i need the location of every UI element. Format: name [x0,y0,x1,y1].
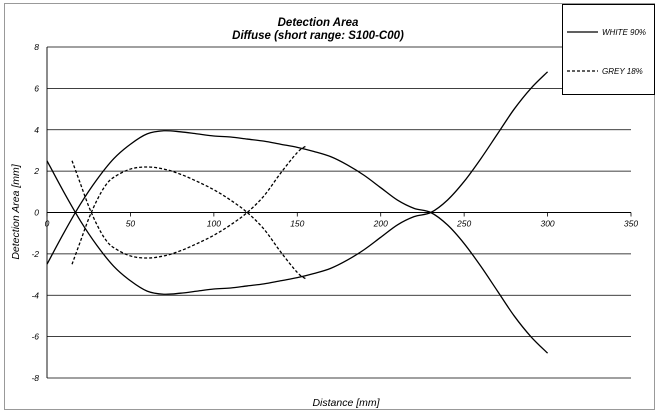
series-0-branch-0-line [46,130,549,354]
axes [46,47,632,378]
series-1-branch-1-line [71,145,307,259]
series-0-branch-1-line [46,71,549,295]
x-tick-label: 0 [45,219,50,229]
x-tick-label: 200 [373,219,388,229]
y-tick-label: -6 [31,332,39,342]
legend-label-grey: GREY 18% [602,67,643,76]
x-tick-label: 100 [207,219,221,229]
legend-box [562,4,655,95]
chart-subtitle: Diffuse (short range: S100-C00) [232,30,404,42]
y-tick-labels: 8 6 4 2 0 -2 -4 -6 -8 [31,42,39,383]
y-tick-label: -4 [31,290,39,300]
series-1-branch-0-line [71,166,307,280]
x-tick-label: 50 [126,219,136,229]
x-tick-label: 350 [624,219,638,229]
x-tick-label: 250 [456,219,471,229]
x-tick-label: 150 [290,219,304,229]
series-lines [46,71,549,354]
gridlines [47,46,631,379]
y-axis-label: Detection Area [mm] [10,163,22,259]
x-tick-labels: 0 50 100 150 200 250 300 350 [45,219,639,229]
legend-label-white: WHITE 90% [602,28,646,37]
chart-frame [4,3,655,410]
y-tick-label: -2 [31,249,39,259]
y-tick-label: 8 [34,42,39,52]
y-tick-label: 4 [34,125,39,135]
x-axis-label: Distance [mm] [312,397,380,409]
y-tick-label: 2 [33,166,39,176]
x-tick-label: 300 [540,219,554,229]
y-tick-label: -8 [31,373,39,383]
chart-title: Detection Area [278,17,359,29]
y-tick-label: 6 [34,83,39,93]
legend: WHITE 90% GREY 18% [562,4,655,95]
y-tick-label: 0 [34,208,39,218]
